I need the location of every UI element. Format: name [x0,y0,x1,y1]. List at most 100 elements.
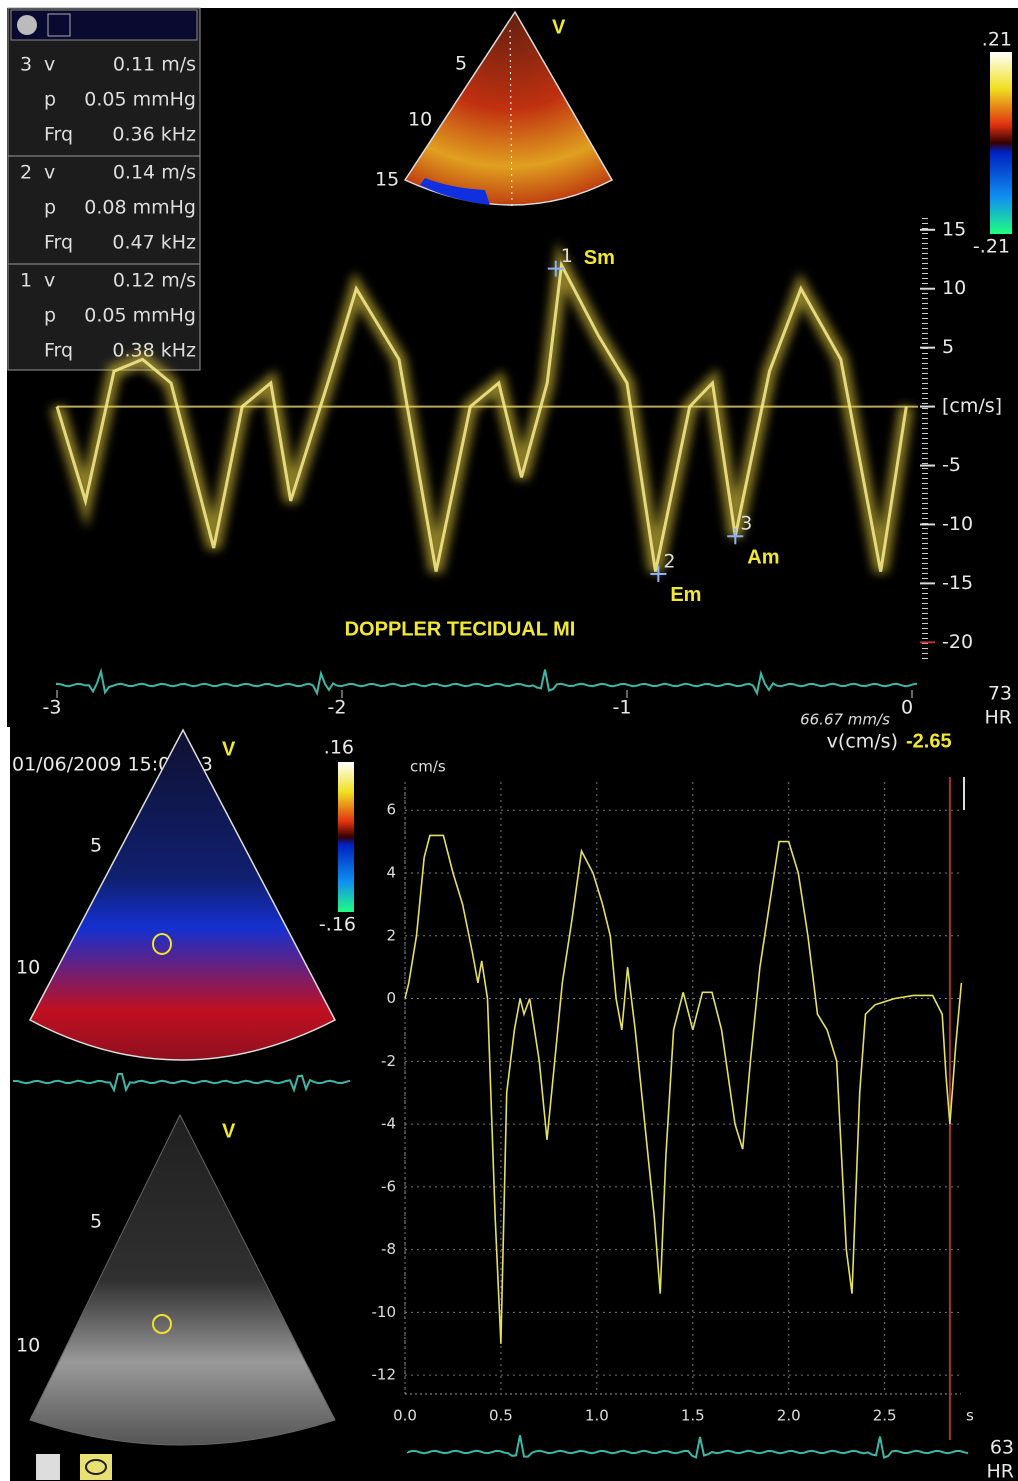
y-tick-label: 10 [942,277,966,299]
marker-label: Em [670,584,701,606]
color-bar [990,52,1012,234]
y-tick-label: -2 [381,1052,396,1070]
heart-rate: 73 [988,683,1012,705]
spectrum-trace [55,260,908,572]
cursor-line [509,29,513,211]
speaker-icon [47,13,71,37]
depth-label: 10 [408,109,432,131]
measure-label: Frq [44,124,73,146]
marker-cross [547,260,564,277]
view-label: V [222,738,236,760]
scale-max: .21 [982,29,1012,51]
scale-min: -.21 [973,236,1010,258]
view-label: V [552,16,566,38]
y-tick-label: -20 [942,631,973,653]
cursor-label: v(cm/s) [827,731,898,753]
measure-label: v [44,270,55,292]
y-tick-label: -5 [942,454,961,476]
velocity-chart: cm/s s 6 4 2 0 -2 -4 -6 -8 -10 -12 0.0 0.5 1.0 1.5 2.0 2.… [372,730,974,1440]
y-tick-label: 6 [386,801,396,819]
record-icon [17,15,37,35]
cursor-value: -2.65 [906,730,952,752]
velocity-line [404,834,963,1344]
pencil-tool[interactable] [36,1454,60,1480]
y-tick-label: -12 [372,1366,397,1384]
measure-label: v [44,162,55,184]
x-tick-label: -1 [613,697,632,719]
x-tick-label: 2.0 [777,1407,801,1425]
sweep-speed: 66.67 mm/s [800,711,890,729]
y-tick-label: 4 [386,864,396,882]
measure-value: 0.12 m/s [113,270,196,292]
y-tick-label: 15 [942,218,966,240]
view-label: V [222,1120,236,1142]
sample-volume [152,1314,172,1334]
y-tick-label: [cm/s] [942,395,1002,417]
marker-label: Sm [584,247,615,269]
marker-label: Am [747,547,779,569]
ellipse-icon [85,1459,107,1475]
depth-label: 15 [375,169,399,191]
x-tick-label: 0.0 [393,1407,417,1425]
depth-label: 10 [16,957,40,979]
measure-label: Frq [44,340,73,362]
x-tick-label: -3 [43,697,62,719]
y-tick-label: 0 [386,989,396,1007]
measure-label: Frq [44,232,73,254]
marker-number: 1 [561,245,573,267]
x-tick-label: 1.5 [681,1407,705,1425]
marker-index: 2 [20,162,32,184]
sector-blue [420,178,490,205]
color-bar [338,762,354,912]
depth-label: 10 [16,1335,40,1357]
measure-label: p [44,89,56,111]
ellipse-tool[interactable] [80,1454,112,1480]
measure-value: 0.08 mmHg [84,197,196,219]
measurement-panel [7,7,201,371]
marker-cross [650,565,667,582]
measure-value: 0.47 kHz [112,232,196,254]
measure-value: 0.36 kHz [112,124,196,146]
depth-label: 5 [90,835,102,857]
ecg-trace [407,1435,969,1459]
marker-number: 2 [663,550,675,572]
measure-value: 0.05 mmHg [84,89,196,111]
chart-title: DOPPLER TECIDUAL MI [345,618,576,640]
scale-min: -.16 [319,914,356,936]
y-tick-label: -4 [381,1115,396,1133]
heart-rate-label: HR [985,707,1013,729]
y-tick-label: 5 [942,336,954,358]
ecg-trace [56,667,918,697]
measure-value: 0.05 mmHg [84,305,196,327]
measure-label: p [44,305,56,327]
marker-number: 3 [740,513,752,535]
y-tick-label: -10 [372,1303,397,1321]
heart-rate-label: HR [987,1461,1015,1481]
marker-index: 1 [20,270,32,292]
y-tick-label: 2 [386,926,396,944]
x-tick-label: 0 [901,697,913,719]
color-doppler-sector [28,728,337,1061]
toolbar [10,9,198,41]
x-unit: s [966,1407,974,1425]
marker-index: 3 [20,54,32,76]
marker-cross [727,528,744,545]
b-mode-sector [29,1113,336,1446]
x-tick-label: 0.5 [489,1407,513,1425]
measure-label: v [44,54,55,76]
y-tick-label: -10 [942,513,973,535]
y-tick-label: -8 [381,1240,396,1258]
sample-volume [152,933,172,955]
x-tick-label: -2 [328,697,347,719]
measure-value: 0.38 kHz [112,340,196,362]
y-tick-label: -15 [942,572,973,594]
measure-label: p [44,197,56,219]
y-axis-label: cm/s [410,758,446,776]
y-tick-label: -6 [381,1177,396,1195]
x-tick-label: 1.0 [585,1407,609,1425]
ecg-trace [13,1072,351,1094]
